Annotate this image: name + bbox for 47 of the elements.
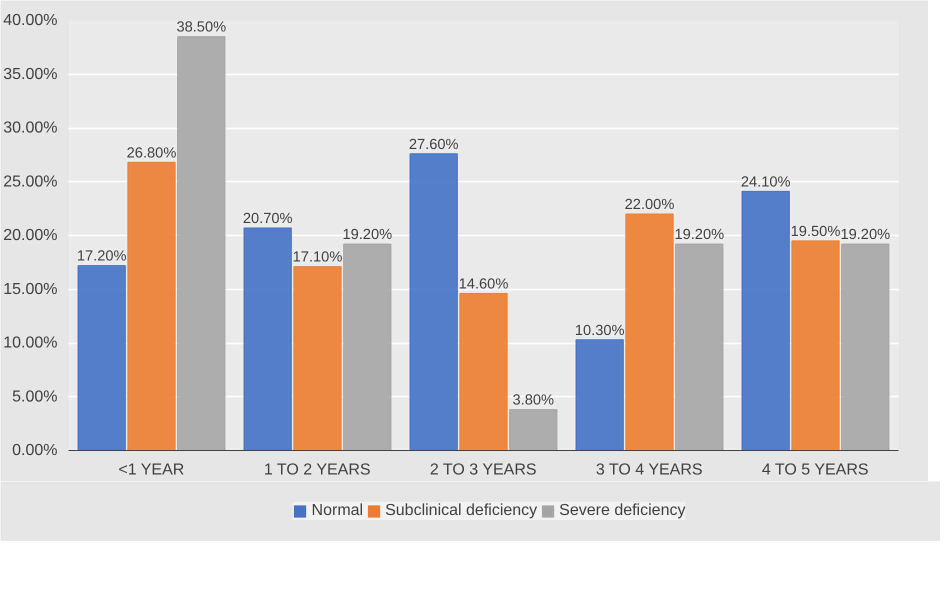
bar (576, 339, 624, 450)
y-tick-label: 0.00% (12, 442, 58, 459)
legend-label: Subclinical deficiency (385, 502, 538, 520)
bar (459, 293, 508, 450)
data-label: 17.20% (76, 248, 127, 265)
data-label: 19.50% (790, 224, 840, 240)
bar (509, 409, 558, 450)
x-tick-label: <1 YEAR (118, 462, 184, 478)
y-tick-label: 35.00% (3, 66, 58, 83)
y-tick-label: 15.00% (3, 280, 58, 298)
data-label: 19.20% (342, 227, 392, 244)
data-label: 24.10% (740, 174, 791, 190)
x-tick-label: 2 TO 3 YEARS (430, 462, 537, 478)
bar (625, 214, 674, 450)
y-tick-label: 20.00% (3, 227, 58, 244)
bar (177, 36, 226, 450)
bar (343, 244, 392, 450)
data-label: 22.00% (624, 197, 674, 213)
bar (244, 227, 292, 450)
data-label: 20.70% (242, 210, 293, 227)
y-tick-label: 10.00% (3, 334, 58, 352)
bar (841, 244, 890, 450)
legend-label: Normal (312, 502, 364, 520)
data-label: 17.10% (292, 250, 342, 266)
data-label: 3.80% (512, 392, 554, 409)
data-label: 27.60% (408, 136, 459, 153)
data-label: 14.60% (458, 276, 508, 293)
data-label: 19.20% (674, 227, 724, 244)
bar (78, 265, 126, 450)
data-label: 19.20% (840, 227, 890, 244)
bar (410, 153, 458, 450)
data-label: 38.50% (176, 20, 226, 36)
x-tick-label: 1 TO 2 YEARS (264, 462, 371, 478)
bar (791, 240, 840, 450)
bar (293, 266, 342, 450)
data-label: 10.30% (574, 322, 625, 339)
y-tick-label: 5.00% (12, 388, 58, 406)
y-tick-label: 25.00% (3, 173, 58, 190)
legend-label: Severe deficiency (559, 502, 686, 520)
bar (742, 190, 790, 450)
y-tick-label: 40.00% (3, 12, 58, 29)
bar (675, 244, 724, 450)
y-tick-label: 30.00% (3, 120, 58, 136)
x-tick-label: 4 TO 5 YEARS (762, 462, 869, 478)
x-tick-label: 3 TO 4 YEARS (596, 462, 703, 478)
bar (127, 162, 176, 450)
data-label: 26.80% (126, 145, 176, 162)
